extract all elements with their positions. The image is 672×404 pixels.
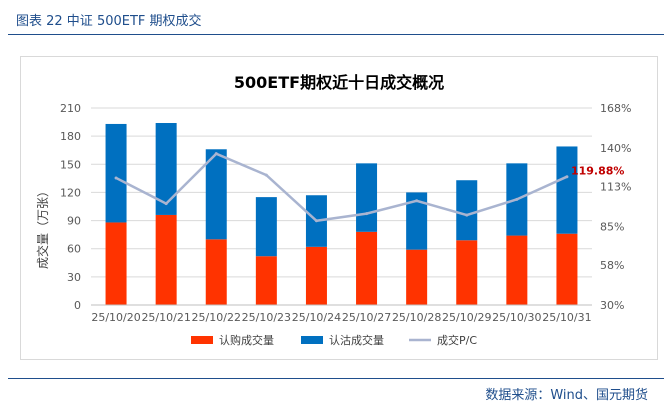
x-tick-label: 25/10/28 [392,311,441,324]
y-axis-label: 成交量（万张） [35,185,50,269]
call-volume-bar [155,214,177,305]
x-tick-label: 25/10/27 [342,311,391,324]
pc-ratio-point [415,199,419,203]
call-volume-bar [406,249,428,305]
y-tick-label: 180 [60,130,81,143]
put-volume-bar [456,180,478,241]
put-volume-bar [155,123,177,215]
legend-label: 成交P/C [437,333,477,347]
x-tick-label: 25/10/22 [192,311,241,324]
x-tick-label: 25/10/30 [492,311,541,324]
y2-tick-label: 140% [600,142,631,155]
legend-swatch [191,336,213,344]
chart-frame: 500ETF期权近十日成交概况 119.88% 0 30 60 90 120 150 180… [20,56,658,360]
pc-ratio-annotation: 119.88% [571,165,624,178]
y-tick-label: 30 [67,271,81,284]
put-volume-bar [205,149,227,240]
x-tick-label: 25/10/29 [442,311,491,324]
call-volume-bar [356,231,378,305]
y2-tick-label: 168% [600,102,631,115]
y2-tick-label: 113% [600,181,631,194]
pc-ratio-point [465,213,469,217]
legend-label: 认沽成交量 [329,333,384,347]
caption-rule [8,34,664,35]
x-tick-label: 25/10/31 [542,311,591,324]
y-tick-label: 90 [67,215,81,228]
y2-tick-label: 58% [600,259,624,272]
legend-swatch [301,336,323,344]
y2-tick-label: 30% [600,299,624,312]
y2-tick-label: 85% [600,220,624,233]
call-volume-bar [506,235,528,305]
put-volume-bar [406,192,428,250]
y-tick-label: 150 [60,158,81,171]
call-volume-bar [255,256,277,305]
pc-ratio-point [515,197,519,201]
y-tick-label: 210 [60,102,81,115]
call-volume-bar [105,222,127,305]
pc-ratio-line [115,152,568,223]
put-volume-bar [255,197,277,257]
put-volume-bar [556,146,578,234]
pc-ratio-point [264,173,268,177]
x-tick-label: 25/10/23 [242,311,291,324]
call-volume-bar [305,246,327,305]
pc-ratio-point [314,219,318,223]
put-volume-bar [356,163,378,232]
source-rule [8,378,664,379]
y-tick-label: 120 [60,186,81,199]
pc-ratio-point [214,152,218,156]
pc-ratio-point [114,176,118,180]
x-tick-label: 25/10/21 [141,311,190,324]
chart-title: 500ETF期权近十日成交概况 [234,73,444,92]
pc-ratio-point [164,202,168,206]
y-tick-label: 60 [67,243,81,256]
pc-ratio-point [365,212,369,216]
figure-caption: 图表 22 中证 500ETF 期权成交 [16,14,202,29]
x-tick-label: 25/10/24 [292,311,341,324]
legend-label: 认购成交量 [219,333,274,347]
call-volume-bar [205,239,227,305]
call-volume-bar [456,240,478,305]
x-tick-label: 25/10/20 [91,311,140,324]
pc-ratio-point [565,175,569,179]
source-note: 数据来源：Wind、国元期货 [485,388,648,403]
chart-svg: 500ETF期权近十日成交概况 119.88% 0 30 60 90 120 150 180… [35,73,631,347]
y-tick-label: 0 [74,299,81,312]
call-volume-bar [556,233,578,305]
put-volume-bar [105,123,127,223]
